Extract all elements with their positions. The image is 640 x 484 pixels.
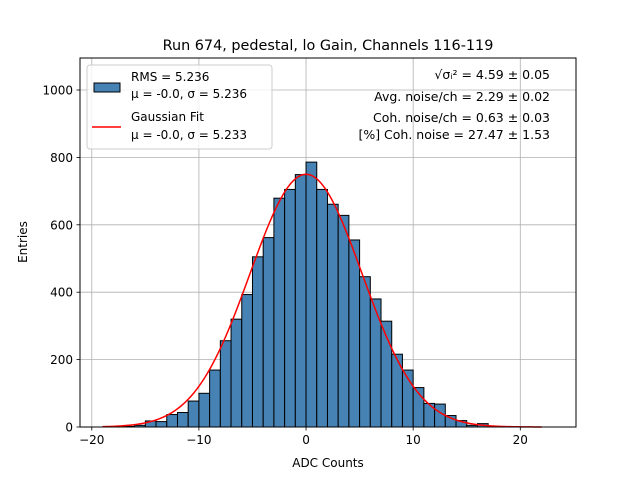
x-axis-label: ADC Counts (292, 456, 364, 470)
histogram-bar (155, 421, 168, 428)
x-tick-label: 10 (406, 433, 421, 447)
histogram-bar (434, 403, 446, 428)
histogram-bar (348, 239, 361, 428)
histogram-bar (359, 276, 371, 428)
y-tick-label: 800 (50, 151, 73, 165)
chart-title: Run 674, pedestal, lo Gain, Channels 116… (163, 38, 494, 54)
histogram-bar (251, 256, 264, 428)
legend: RMS = 5.236 μ = -0.0, σ = 5.236 Gaussian… (86, 64, 273, 150)
histogram-bar (326, 203, 339, 428)
gaussian-fit-line (102, 173, 542, 428)
y-tick-label: 400 (50, 286, 73, 300)
histogram-bar (187, 400, 200, 428)
histogram-bar (230, 318, 243, 428)
histogram-bar (219, 340, 232, 428)
histogram-bar (305, 161, 318, 428)
histogram-bar (284, 188, 296, 428)
histogram-bar (176, 412, 189, 428)
legend-hist-line1: RMS = 5.236 (131, 70, 209, 84)
y-tick-label: 600 (50, 218, 73, 232)
histogram-bar (273, 197, 286, 428)
legend-box (86, 64, 273, 150)
annotation-avg-noise: Avg. noise/ch = 2.29 ± 0.02 (374, 89, 550, 104)
histogram-bar (262, 237, 275, 428)
legend-hist-line2: μ = -0.0, σ = 5.236 (131, 87, 247, 101)
annotation-coh-noise: Coh. noise/ch = 0.63 ± 0.03 (373, 110, 550, 125)
histogram-bar (198, 392, 211, 428)
histogram-bar (294, 174, 307, 428)
x-tick-label: −20 (79, 433, 104, 447)
histogram-bar (209, 369, 221, 428)
x-tick-label: 20 (513, 433, 528, 447)
y-tick-label: 0 (65, 421, 73, 435)
noise-annotations: √σᵢ² = 4.59 ± 0.05 Avg. noise/ch = 2.29 … (358, 67, 550, 142)
histogram-bar (241, 294, 253, 428)
annotation-coh-noise-pct: [%] Coh. noise = 27.47 ± 1.53 (358, 127, 550, 142)
legend-fit-line1: Gaussian Fit (131, 110, 204, 124)
plot-frame (79, 57, 577, 428)
y-tick-label: 200 (50, 353, 73, 367)
histogram-bar (166, 414, 178, 428)
legend-fit-line2: μ = -0.0, σ = 5.233 (131, 128, 247, 142)
histogram-bar (316, 188, 328, 428)
y-tick-label: 1000 (42, 84, 73, 98)
x-tick-label: 0 (302, 433, 310, 447)
x-tick-label: −10 (186, 433, 211, 447)
y-axis-label: Entries (16, 221, 30, 263)
legend-histogram-swatch (93, 82, 121, 93)
annotation-sqrt-sigma: √σᵢ² = 4.59 ± 0.05 (434, 67, 550, 82)
histogram-bar (337, 214, 350, 428)
